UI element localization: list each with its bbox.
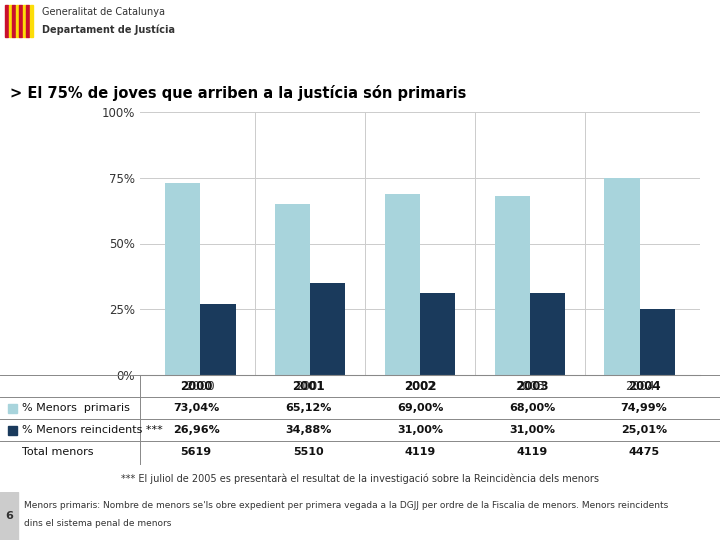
Bar: [0, 492, 18, 540]
Bar: [22, 5, 25, 37]
Bar: [639, 309, 675, 375]
Bar: [9, 5, 12, 37]
Text: 2001: 2001: [292, 380, 324, 393]
Bar: [5, 5, 8, 37]
Text: Total menors: Total menors: [22, 447, 94, 457]
Bar: [200, 304, 235, 375]
Text: 2004: 2004: [628, 380, 660, 393]
Text: 26,96%: 26,96%: [173, 425, 220, 435]
Bar: [16, 5, 19, 37]
Text: Menors primaris: Nombre de menors se'ls obre expedient per primera vegada a la D: Menors primaris: Nombre de menors se'ls …: [24, 502, 668, 510]
Text: 5510: 5510: [293, 447, 323, 457]
Bar: [8, 426, 17, 435]
Text: *** El juliol de 2005 es presentarà el resultat de la investigació sobre la Rein: *** El juliol de 2005 es presentarà el r…: [121, 474, 599, 484]
Bar: [310, 284, 346, 375]
Text: Generalitat de Catalunya: Generalitat de Catalunya: [42, 7, 165, 17]
Text: 31,00%: 31,00%: [397, 425, 443, 435]
Text: 4119: 4119: [405, 447, 436, 457]
Text: 2003: 2003: [516, 380, 548, 393]
Bar: [530, 293, 565, 375]
Text: 65,12%: 65,12%: [285, 403, 331, 413]
Text: dins el sistema penal de menors: dins el sistema penal de menors: [24, 519, 171, 529]
Bar: [8, 403, 17, 413]
Bar: [12, 5, 15, 37]
Text: 4119: 4119: [516, 447, 548, 457]
Text: 31,00%: 31,00%: [509, 425, 555, 435]
Text: 74,99%: 74,99%: [621, 403, 667, 413]
Text: 73,04%: 73,04%: [173, 403, 219, 413]
Bar: [166, 183, 200, 375]
Bar: [275, 204, 310, 375]
Bar: [385, 193, 420, 375]
Text: 4475: 4475: [629, 447, 660, 457]
Text: 5619: 5619: [181, 447, 212, 457]
Text: 68,00%: 68,00%: [509, 403, 555, 413]
Text: 2002: 2002: [404, 380, 436, 393]
Text: 25,01%: 25,01%: [621, 425, 667, 435]
Text: % Menors  primaris: % Menors primaris: [22, 403, 130, 413]
Bar: [495, 196, 530, 375]
Text: > El 75% de joves que arriben a la justícia són primaris: > El 75% de joves que arriben a la justí…: [10, 85, 467, 101]
Bar: [605, 178, 639, 375]
Text: 2000: 2000: [180, 380, 212, 393]
Text: 34,88%: 34,88%: [285, 425, 331, 435]
Bar: [26, 5, 29, 37]
Text: 69,00%: 69,00%: [397, 403, 444, 413]
Text: Evolució de la primarietat en l a població jove: Evolució de la primarietat en l a poblac…: [12, 51, 318, 64]
Bar: [19, 5, 22, 37]
Bar: [30, 5, 32, 37]
Text: 6: 6: [5, 511, 13, 521]
Text: Departament de Justícia: Departament de Justícia: [42, 25, 175, 35]
Bar: [420, 293, 455, 375]
Text: % Menors reincidents ***: % Menors reincidents ***: [22, 425, 163, 435]
